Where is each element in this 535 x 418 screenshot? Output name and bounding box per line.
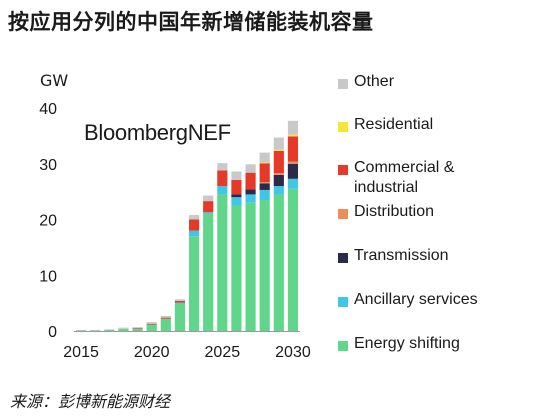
bar-segment-energy-2023 [188,236,200,331]
bar-segment-commercial-2023 [188,219,200,231]
bar-segment-ancillary-2024 [203,212,214,214]
bar-segment-energy-2019 [132,328,143,331]
legend-swatch [338,79,348,89]
bar-segment-transmission-2029 [273,174,284,187]
legend-label: Other [354,73,395,90]
legend-item: Commercial & industrial [338,158,454,198]
legend-item: Distribution [338,202,434,222]
bar-segment-residential-2028 [259,162,270,164]
bar-segment-other-2022 [174,299,186,301]
y-tick-label: 10 [39,268,57,285]
bar-segment-other-2026 [231,171,242,180]
bar-segment-other-2016 [90,329,101,331]
legend-label: Residential [354,116,434,133]
bar-segment-other-2021 [160,315,171,318]
bar-segment-distribution-2028 [259,182,270,184]
x-tick-label: 2030 [275,344,311,361]
legend-swatch [338,341,348,351]
bar-segment-commercial-2025 [217,170,228,187]
y-axis-unit: GW [40,71,69,90]
bar-segment-commercial-2024 [203,201,214,213]
bar-segment-other-2015 [75,329,87,331]
bar-segment-energy-2028 [259,199,270,331]
legend-item: Ancillary services [338,290,478,310]
bar-segment-energy-2030 [287,188,299,331]
bar-segment-ancillary-2022 [174,302,186,304]
bar-segment-commercial-2026 [231,179,242,195]
bar-segment-commercial-2022 [174,300,186,303]
legend-item: Energy shifting [338,334,460,354]
y-tick-label: 0 [48,324,57,341]
bar-segment-energy-2021 [160,318,171,331]
bar-segment-energy-2027 [245,202,256,331]
legend-swatch [338,122,348,132]
brand-watermark: BloombergNEF [84,120,231,145]
legend-swatch [338,209,348,219]
bar-segment-transmission-2027 [245,189,256,195]
bar-segment-ancillary-2026 [231,197,242,206]
bar-segment-energy-2020 [146,324,157,331]
bar-segment-residential-2030 [287,134,299,137]
x-tick-label: 2015 [63,344,99,361]
bar-segment-energy-2029 [273,194,284,331]
x-tick-label: 2020 [134,344,170,361]
bar-segment-other-2024 [203,195,214,202]
bar-segment-ancillary-2025 [217,186,228,195]
bar-segment-other-2029 [273,137,284,150]
source-note: 来源：彭博新能源财经 [10,392,171,411]
bar-segment-commercial-2019 [132,328,143,330]
bar-segment-energy-2024 [203,213,214,331]
bar-segment-ancillary-2029 [273,186,284,195]
bar-segment-other-2019 [132,327,143,329]
bar-segment-ancillary-2027 [245,194,256,203]
bar-segment-distribution-2030 [287,161,299,164]
bar-segment-commercial-2029 [273,150,284,174]
y-tick-label: 30 [39,157,57,174]
bar-segment-transmission-2030 [287,163,299,179]
chart-title: 按应用分列的中国年新增储能装机容量 [8,10,374,34]
bar-segment-energy-2016 [90,330,101,332]
bar-segment-ancillary-2023 [188,230,200,237]
legend-swatch [338,165,348,175]
bar-segment-other-2025 [217,163,228,171]
legend-item: Other [338,72,394,92]
bar-segment-commercial-2027 [245,172,256,190]
bar-segment-other-2028 [259,152,270,163]
bar-segment-residential-2029 [273,149,284,151]
legend-label: Ancillary services [354,291,478,308]
legend-label: Distribution [354,203,435,220]
bar-segment-other-2020 [146,322,157,324]
bar-segment-other-2023 [188,215,200,220]
legend-item: Transmission [338,246,449,266]
bar-segment-energy-2026 [231,205,242,331]
bar-segment-commercial-2028 [259,163,270,183]
bar-segment-transmission-2028 [259,183,270,190]
bar-segment-transmission-2026 [231,194,242,198]
y-tick-label: 40 [39,101,57,118]
bar-segment-other-2018 [118,327,129,329]
bar-segment-commercial-2030 [287,136,299,162]
legend-swatch [338,297,348,307]
bar-segment-other-2017 [104,329,115,331]
bar-segment-commercial-2020 [146,323,157,325]
y-tick-label: 20 [39,213,57,230]
bar-segment-energy-2025 [217,194,228,331]
legend-swatch [338,253,348,263]
bar-segment-energy-2022 [174,303,186,332]
legend-label: Transmission [354,247,449,264]
bar-segment-energy-2015 [75,330,87,332]
legend-label: Commercial & industrial [354,159,455,196]
bar-segment-distribution-2029 [273,173,284,175]
bar-segment-ancillary-2030 [287,178,299,189]
bar-segment-energy-2018 [118,328,129,331]
bar-segment-other-2027 [245,164,256,173]
legend-item: Residential [338,115,433,135]
bar-segment-commercial-2021 [160,317,171,319]
bar-segment-other-2030 [287,120,299,135]
legend-label: Energy shifting [354,335,460,352]
bar-segment-ancillary-2028 [259,189,270,200]
x-tick-label: 2025 [205,344,241,361]
bar-segment-energy-2017 [104,329,115,331]
